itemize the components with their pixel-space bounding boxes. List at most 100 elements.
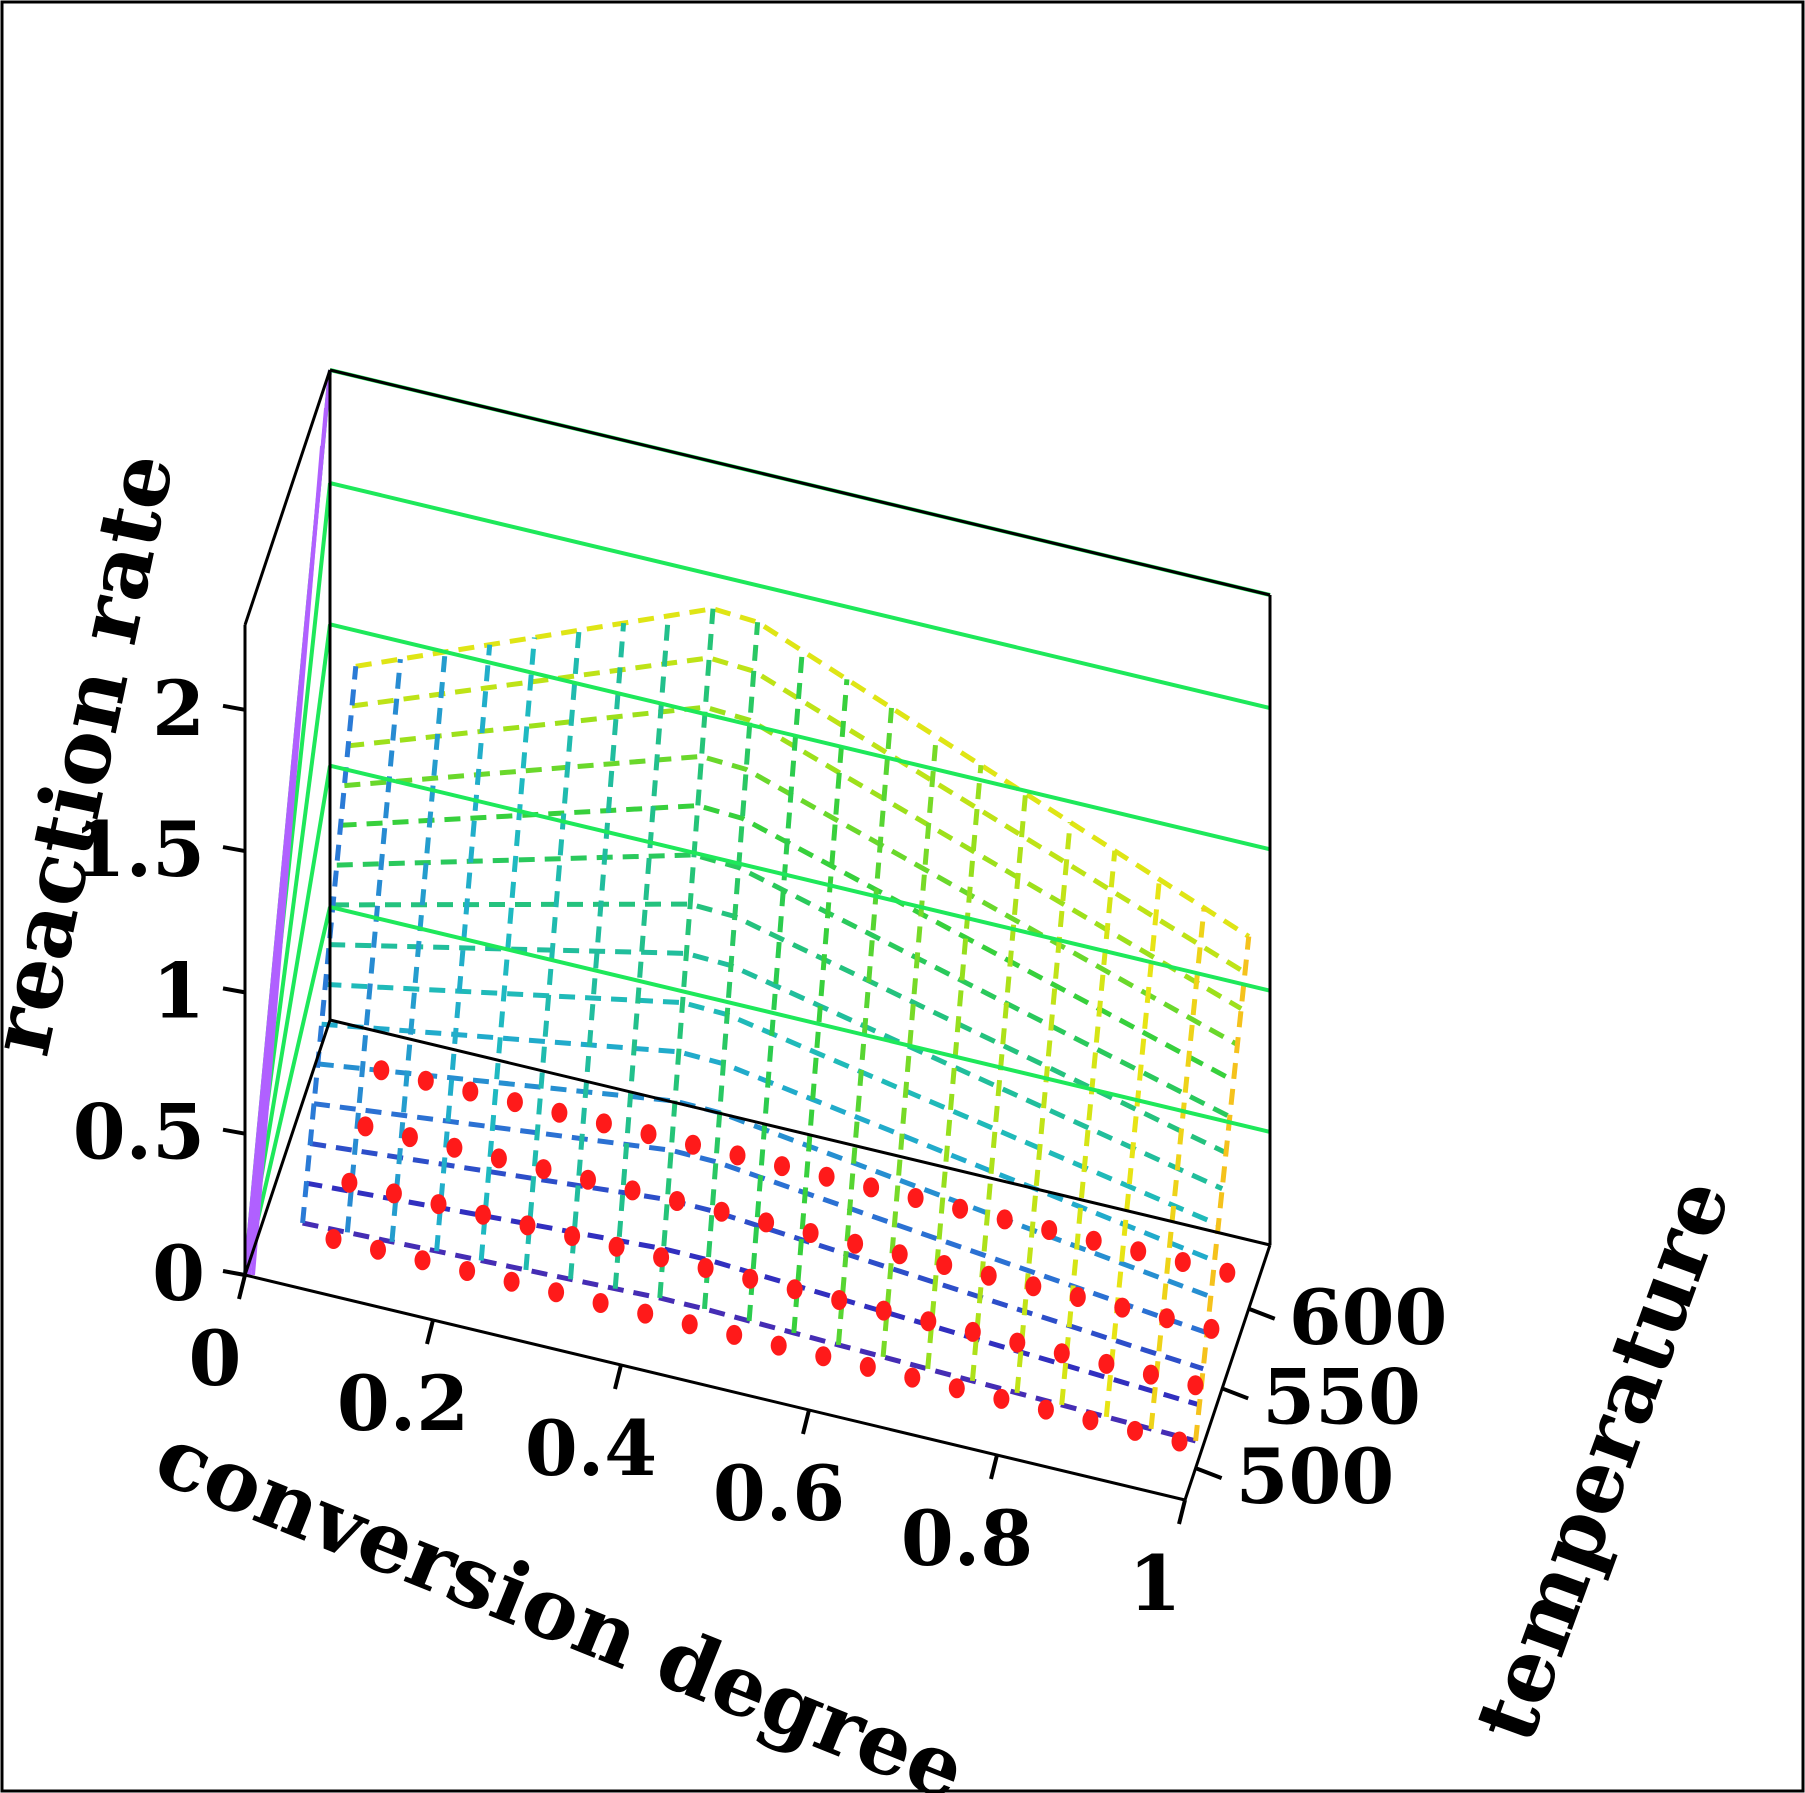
red-marker (726, 1324, 743, 1345)
x-tick-mark (613, 1364, 623, 1390)
axis-box-edge (243, 369, 332, 626)
y-axis-title: temperature (1455, 1166, 1750, 1754)
red-marker (948, 1378, 965, 1399)
surface-mesh-line (329, 942, 1224, 1191)
surface-mesh-line (1103, 879, 1162, 1418)
red-marker (551, 1102, 568, 1123)
y-tick-mark (1194, 1466, 1223, 1480)
surface-mesh-line (389, 651, 448, 1243)
red-marker (863, 1177, 880, 1198)
red-marker (595, 1113, 612, 1134)
x-axis-ticks: 0 0.2 0.4 0.6 0.8 1 (189, 1274, 1187, 1628)
surface-mesh-line (351, 655, 1247, 975)
y-tick-mark (1221, 1386, 1249, 1401)
axis-box (243, 368, 1272, 1502)
z-tick-label: 1.5 (73, 805, 205, 894)
red-marker (669, 1191, 685, 1211)
red-marker (341, 1172, 358, 1193)
red-marker (831, 1290, 848, 1310)
surface-mesh-line (791, 679, 850, 1334)
red-marker (417, 1070, 434, 1091)
y-tick-mark (1248, 1306, 1276, 1321)
surface-mesh-line (702, 622, 761, 1310)
red-marker (592, 1293, 609, 1313)
x-tick-label: 1 (1129, 1539, 1182, 1628)
x-tick-label: 0.2 (337, 1359, 469, 1448)
z-tick-mark (222, 845, 246, 854)
red-marker (548, 1282, 565, 1303)
red-marker (980, 1265, 997, 1286)
red-marker (1174, 1252, 1191, 1272)
red-marker (401, 1127, 418, 1148)
red-marker (373, 1060, 390, 1081)
surface-mesh-line (835, 707, 894, 1346)
red-marker (920, 1311, 937, 1332)
red-marker (1127, 1420, 1143, 1441)
z-tick-mark (222, 1269, 246, 1277)
x-tick-mark (1177, 1499, 1187, 1525)
red-marker (786, 1279, 803, 1300)
red-marker (475, 1204, 491, 1225)
red-marker (519, 1215, 536, 1236)
z-tick-mark (222, 1127, 246, 1136)
surface-mesh-line (309, 1141, 1204, 1372)
surface-mesh-line (1193, 936, 1252, 1442)
red-marker (459, 1261, 476, 1281)
surface-mesh-line (657, 608, 716, 1299)
x-tick-mark (801, 1409, 811, 1435)
surface-mesh-line (925, 764, 984, 1370)
red-marker (564, 1226, 581, 1246)
solid-plane-lines (243, 368, 1271, 1276)
red-marker (713, 1201, 730, 1222)
red-markers (325, 1060, 1236, 1452)
z-tick-label: 0.5 (73, 1088, 205, 1177)
red-marker (506, 1092, 523, 1113)
y-tick-label: 600 (1289, 1273, 1448, 1362)
plane-line (329, 622, 1271, 852)
z-tick-mark (222, 703, 246, 712)
red-marker (357, 1116, 374, 1137)
red-marker (1171, 1431, 1188, 1452)
red-marker (685, 1134, 701, 1155)
surface-mesh-line (568, 622, 627, 1280)
surface-mesh-line (746, 650, 805, 1322)
red-marker (1142, 1364, 1159, 1385)
surface-mesh-line (1148, 907, 1207, 1430)
red-marker (535, 1159, 552, 1180)
surface-mesh-line (523, 630, 582, 1271)
surface-mesh-line (332, 901, 1228, 1155)
red-marker (1082, 1410, 1099, 1431)
red-marker (1187, 1375, 1204, 1396)
x-tick-label: 0 (189, 1314, 242, 1403)
z-axis-ticks: 0 0.5 1 1.5 2 (73, 664, 246, 1318)
red-marker (1098, 1353, 1115, 1374)
red-marker (1203, 1318, 1220, 1339)
plane-line (329, 763, 1271, 993)
z-tick-label: 1 (152, 946, 205, 1035)
red-marker (681, 1314, 698, 1335)
y-tick-label: 500 (1236, 1432, 1395, 1521)
red-marker (729, 1145, 746, 1166)
surface-mesh-line (612, 615, 671, 1289)
red-marker (1025, 1276, 1042, 1297)
red-marker (1041, 1220, 1058, 1240)
x-tick-label: 0.4 (525, 1404, 657, 1493)
red-marker (637, 1303, 654, 1324)
surface-mesh-line (434, 644, 493, 1252)
z-tick-mark (222, 986, 246, 995)
red-marker (640, 1124, 657, 1145)
axis-box-edge (1183, 1244, 1272, 1501)
surface-mesh-line (300, 666, 359, 1224)
red-marker (993, 1388, 1010, 1409)
surface-mesh (300, 606, 1252, 1444)
red-marker (325, 1229, 342, 1249)
surface-mesh-line (355, 606, 1251, 939)
plane-line (329, 905, 1271, 1134)
red-marker (370, 1239, 386, 1260)
red-marker (802, 1223, 819, 1243)
red-marker (758, 1212, 775, 1233)
red-marker (1009, 1332, 1026, 1353)
